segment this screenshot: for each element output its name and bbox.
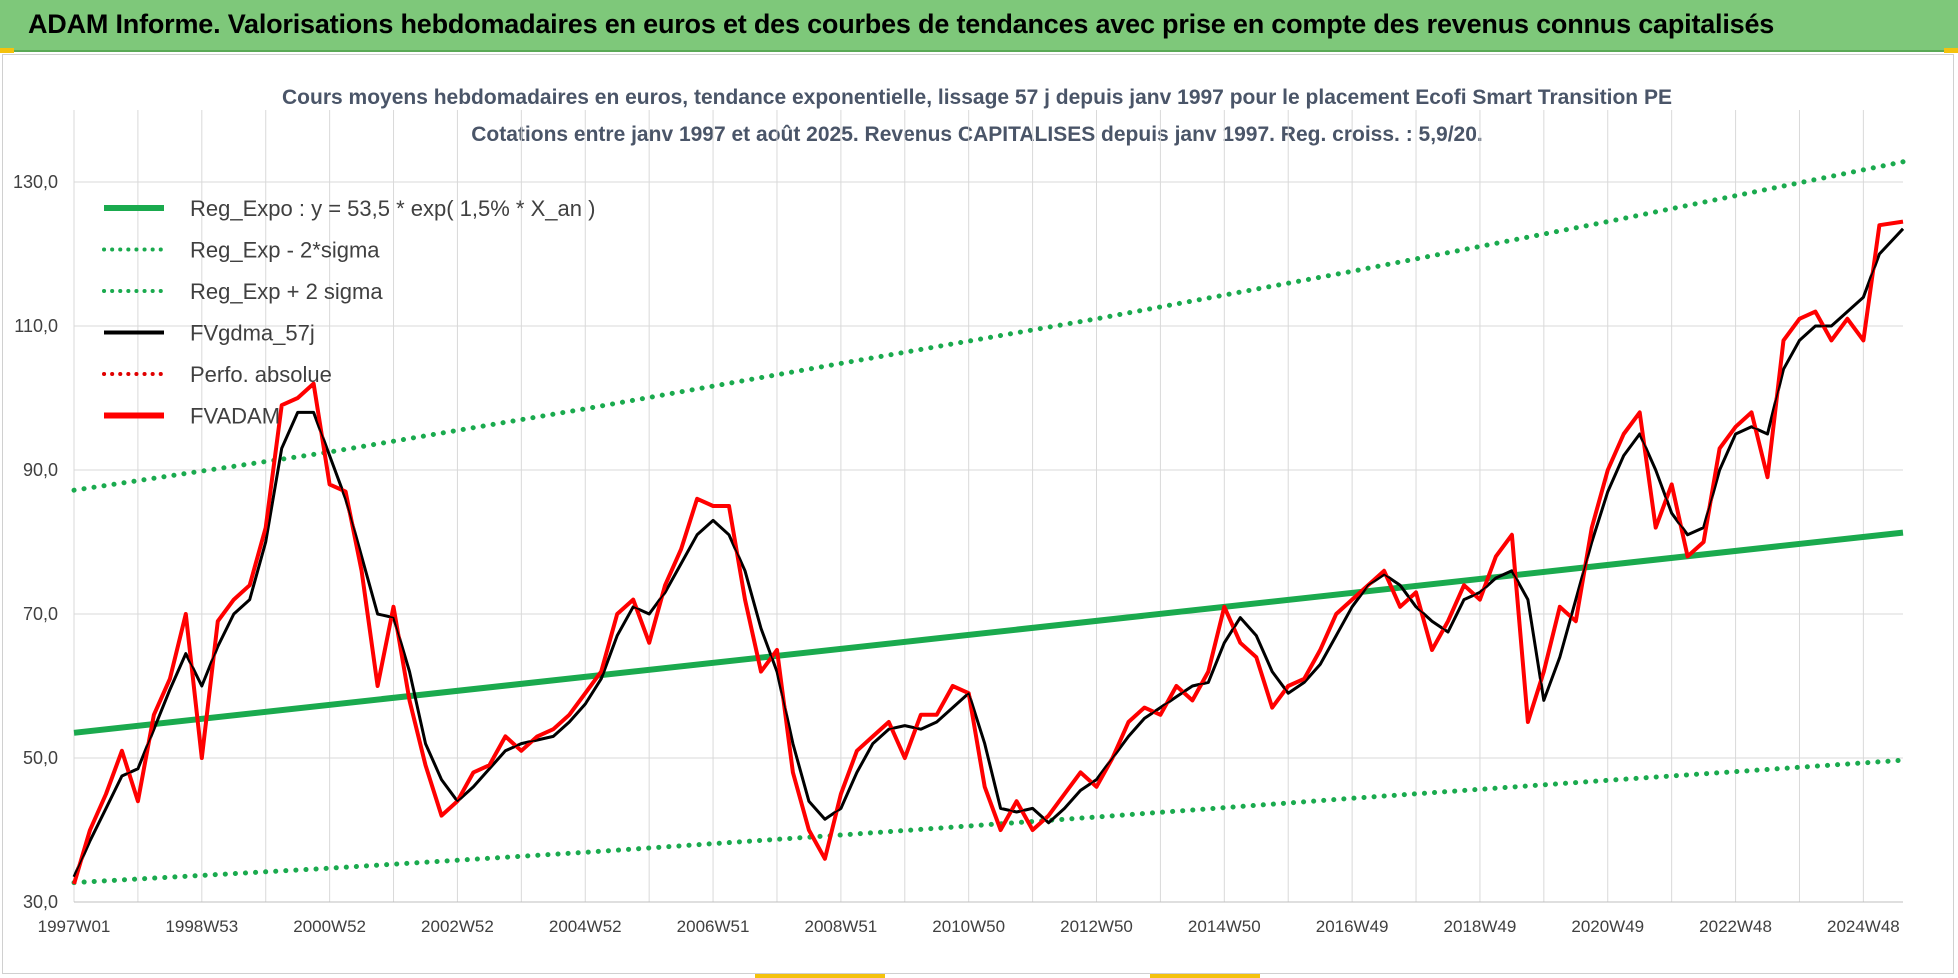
series-reg-expo — [73, 529, 1904, 736]
x-tick-label: 2000W52 — [293, 917, 366, 936]
y-tick-label: 50,0 — [23, 748, 58, 768]
series-reg-exp-2-sigma — [71, 757, 1906, 886]
x-tick-label: 2016W49 — [1316, 917, 1389, 936]
legend-label: FVADAM — [190, 404, 280, 429]
chart-legend: Reg_Expo : y = 53,5 * exp( 1,5% * X_an )… — [102, 196, 595, 429]
legend-label: Reg_Exp + 2 sigma — [190, 279, 383, 304]
report-banner: ADAM Informe. Valorisations hebdomadaire… — [0, 0, 1958, 52]
y-tick-label: 30,0 — [23, 892, 58, 912]
x-tick-label: 2014W50 — [1188, 917, 1261, 936]
legend-item: Reg_Expo : y = 53,5 * exp( 1,5% * X_an ) — [104, 196, 595, 221]
legend-item: Reg_Exp - 2*sigma — [102, 238, 380, 263]
y-tick-label: 130,0 — [13, 172, 58, 192]
legend-label: Perfo. absolue — [190, 362, 332, 387]
x-tick-label: 1998W53 — [165, 917, 238, 936]
banner-corner-right — [1944, 48, 1958, 53]
legend-item: Perfo. absolue — [102, 362, 332, 387]
chart-frame — [2, 54, 1954, 974]
legend-item: Reg_Exp + 2 sigma — [102, 279, 383, 304]
x-tick-label: 2024W48 — [1827, 917, 1900, 936]
x-tick-label: 2002W52 — [421, 917, 494, 936]
y-tick-label: 110,0 — [14, 316, 58, 336]
series-layer — [71, 159, 1906, 886]
series-fvadam — [72, 219, 1904, 885]
chart-title-line-1: Cours moyens hebdomadaires en euros, ten… — [282, 86, 1672, 109]
legend-label: Reg_Exp - 2*sigma — [190, 238, 380, 263]
series-fvgdma-57j-overlay — [73, 228, 1904, 878]
y-tick-label: 70,0 — [23, 604, 58, 624]
chart-title-line-2: Cotations entre janv 1997 et août 2025. … — [471, 123, 1483, 146]
series-reg-exp-2-sigma — [71, 159, 1906, 493]
x-tick-label: 2022W48 — [1699, 917, 1772, 936]
report-title: ADAM Informe. Valorisations hebdomadaire… — [28, 9, 1775, 39]
banner-corner-left — [0, 48, 14, 53]
legend-item: FVADAM — [104, 404, 280, 429]
x-tick-label: 2006W51 — [677, 917, 750, 936]
x-tick-label: 2004W52 — [549, 917, 622, 936]
x-axis-ticks: 1997W01 1998W53 2000W52 2002W52 2004W52 2006W… — [38, 917, 1900, 936]
footer-mark-1 — [755, 974, 885, 978]
legend-label: FVgdma_57j — [190, 321, 315, 346]
legend-item: FVgdma_57j — [104, 321, 315, 346]
y-tick-label: 90,0 — [23, 460, 58, 480]
x-tick-label: 1997W01 — [38, 917, 111, 936]
x-tick-label: 2018W49 — [1444, 917, 1517, 936]
legend-label: Reg_Expo : y = 53,5 * exp( 1,5% * X_an ) — [190, 196, 595, 221]
footer-mark-2 — [1150, 974, 1260, 978]
y-axis-ticks: 30,0 50,0 70,0 90,0 110,0 130,0 — [13, 172, 58, 912]
x-tick-label: 2010W50 — [932, 917, 1005, 936]
x-tick-label: 2012W50 — [1060, 917, 1133, 936]
x-tick-label: 2008W51 — [804, 917, 877, 936]
x-tick-label: 2020W49 — [1571, 917, 1644, 936]
